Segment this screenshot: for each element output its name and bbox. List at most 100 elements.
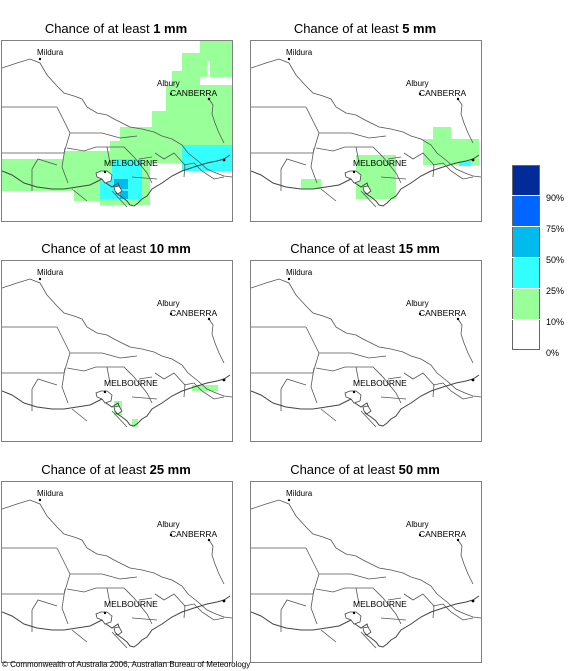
district-boundary [312, 132, 351, 154]
district-boundary [360, 190, 377, 208]
district-boundary [63, 352, 102, 374]
rainfall-probability-area [377, 179, 387, 189]
city-label-canberra: CANBERRA [170, 529, 218, 539]
victoria-map [2, 41, 232, 208]
district-boundary [111, 410, 128, 428]
district-boundary [131, 617, 158, 621]
district-boundary [131, 176, 158, 180]
district-boundary [387, 597, 402, 601]
district-boundary [350, 352, 387, 359]
copyright-credit: © Commonwealth of Australia 2006, Austra… [2, 660, 251, 669]
district-boundary [106, 587, 111, 605]
city-marker [471, 378, 475, 382]
city-marker [418, 312, 422, 316]
legend-swatch-90 [512, 165, 540, 195]
city-marker [169, 92, 173, 96]
city-label-mildura: Mildura [286, 489, 313, 498]
city-marker [456, 538, 460, 542]
district-boundary [183, 382, 225, 400]
rainfall-probability-area [120, 191, 128, 199]
map-panel-50mm: Mildura CANBERRA Albury MELBOURNE [250, 481, 482, 663]
district-boundary [63, 573, 102, 595]
district-boundary [61, 588, 69, 625]
city-marker [287, 57, 291, 61]
coastline [2, 154, 231, 207]
district-boundary [71, 188, 88, 202]
district-boundary [320, 629, 337, 643]
district-boundary [208, 98, 225, 144]
rainfall-probability-area [356, 155, 396, 199]
district-boundary [457, 98, 474, 144]
district-boundary [280, 599, 307, 611]
rainfall-probability-area [423, 139, 479, 165]
district-boundary [131, 396, 158, 400]
map-panel-1mm: Mildura CANBERRA Albury MELBOURNE [1, 40, 233, 222]
district-boundary [403, 372, 435, 398]
district-boundary [133, 597, 153, 625]
district-boundary [2, 278, 232, 398]
legend-tick-10: 10% [546, 317, 565, 327]
rainfall-probability-area [172, 71, 200, 87]
district-boundary [2, 499, 232, 619]
district-boundary [403, 593, 435, 619]
district-boundary [208, 539, 225, 585]
district-boundary [56, 547, 71, 575]
district-boundary [111, 190, 128, 208]
bay-outline [113, 626, 123, 636]
city-marker [222, 378, 226, 382]
coastline [2, 374, 231, 427]
district-boundary [320, 408, 337, 422]
district-boundary [183, 162, 225, 180]
district-boundary [305, 106, 320, 134]
panel-title-15mm: Chance of at least 15 mm [290, 241, 440, 256]
bay-outline [95, 611, 113, 625]
district-boundary [138, 156, 153, 160]
bay-outline [362, 626, 372, 636]
district-boundary [101, 352, 138, 359]
district-boundary [208, 318, 225, 364]
rainfall-probability-area [182, 145, 232, 171]
district-boundary [380, 176, 407, 180]
district-boundary [56, 106, 71, 134]
map-panel-10mm: Mildura CANBERRA Albury MELBOURNE [1, 260, 233, 442]
district-boundary [312, 573, 351, 595]
city-label-albury: Albury [406, 520, 429, 529]
district-boundary [355, 587, 360, 605]
district-boundary [31, 158, 58, 170]
district-boundary [66, 146, 135, 158]
city-marker [456, 317, 460, 321]
district-boundary [66, 587, 135, 599]
city-marker [207, 97, 211, 101]
city-marker [418, 533, 422, 537]
coastline [251, 595, 480, 648]
city-marker [38, 277, 42, 281]
city-label-melbourne: MELBOURNE [104, 158, 158, 168]
city-label-melbourne: MELBOURNE [353, 378, 407, 388]
city-marker [103, 170, 107, 174]
city-marker [471, 158, 475, 162]
city-label-albury: Albury [157, 520, 180, 529]
district-boundary [133, 376, 153, 404]
map-panel-25mm: Mildura CANBERRA Albury MELBOURNE [1, 481, 233, 663]
legend-swatch-25 [512, 258, 540, 288]
district-boundary [360, 631, 377, 649]
city-marker [287, 277, 291, 281]
district-boundary [310, 588, 318, 625]
victoria-map [251, 277, 481, 428]
victoria-map [251, 57, 481, 208]
district-boundary [154, 152, 186, 178]
bay-outline [344, 170, 362, 184]
district-boundary [315, 587, 384, 599]
city-marker [38, 498, 42, 502]
district-boundary [31, 599, 58, 611]
city-label-albury: Albury [157, 79, 180, 88]
district-boundary [305, 326, 320, 354]
city-label-canberra: CANBERRA [170, 88, 218, 98]
legend-tick-0: 0% [546, 348, 560, 358]
rainfall-probability-area [192, 385, 218, 391]
district-boundary [106, 146, 111, 164]
legend-swatch-10 [512, 289, 540, 319]
legend-tick-25: 25% [546, 286, 565, 296]
city-marker [38, 57, 42, 61]
city-label-canberra: CANBERRA [419, 529, 467, 539]
